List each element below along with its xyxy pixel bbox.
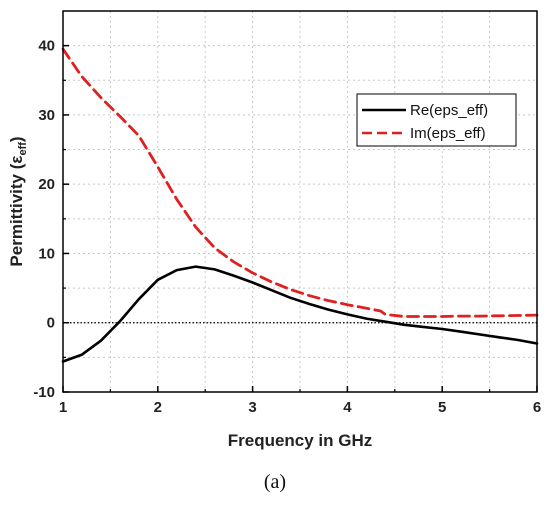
- series-line-re: [61, 265, 539, 363]
- legend-box: [356, 93, 517, 147]
- y-tick-label: 30: [38, 107, 55, 124]
- x-tick-label: 6: [533, 399, 541, 416]
- tick-labels: 1 2 3 4 5 6 -10 0 10 20 30 40: [33, 38, 541, 416]
- figure-caption: (a): [263, 471, 287, 493]
- y-axis-title: Permittivity (εeff): [7, 136, 29, 266]
- chart: 1 2 3 4 5 6 -10 0 10 20 30 40 Frequency in GHz Perm…: [7, 10, 541, 450]
- x-axis-title: Frequency in GHz: [228, 431, 373, 450]
- y-tick-label: 10: [38, 245, 55, 262]
- legend-label-re: Re(eps_eff): [410, 102, 488, 119]
- x-tick-label: 1: [59, 399, 67, 416]
- axis-ticks: [62, 44, 538, 393]
- x-tick-label: 3: [248, 399, 256, 416]
- y-tick-label: 20: [38, 176, 55, 193]
- x-tick-label: 5: [438, 399, 446, 416]
- x-tick-label: 2: [154, 399, 162, 416]
- legend-label-im: Im(eps_eff): [410, 125, 486, 142]
- series-line-im: [61, 47, 539, 318]
- x-tick-label: 4: [343, 399, 352, 416]
- y-tick-label: -10: [33, 384, 55, 401]
- y-tick-label: 0: [47, 315, 55, 332]
- grid-lines: [62, 10, 538, 393]
- y-tick-label: 40: [38, 38, 55, 55]
- legend: Re(eps_eff) Im(eps_eff): [356, 93, 517, 147]
- series-layer: [61, 47, 539, 363]
